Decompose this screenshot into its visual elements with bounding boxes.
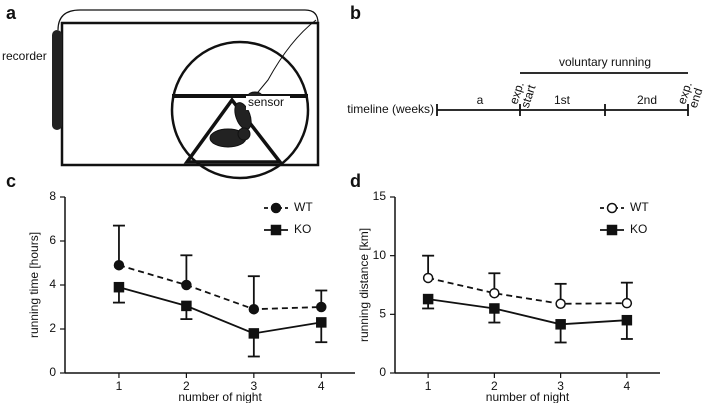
timeline-drawing [436,72,689,116]
y-tick-label: 0 [49,365,56,379]
marker [316,317,327,328]
setup-drawing [57,9,320,180]
sensor-label: sensor [248,95,284,109]
marker [489,303,500,314]
x-axis-label: number of night [178,390,262,403]
marker [113,281,125,293]
marker [113,259,125,271]
y-tick-label: 4 [49,277,56,291]
series-line [427,277,627,305]
legend-label: KO [294,222,311,236]
phase-label: a [477,93,484,107]
series-line [427,298,627,326]
marker [621,297,633,309]
x-tick-label: 4 [624,379,631,393]
y-tick-label: 2 [49,321,56,335]
recorder-label: recorder [2,49,47,63]
x-tick-label: 3 [250,379,257,393]
x-tick-label: 1 [425,379,432,393]
marker-text: exp. [675,80,695,106]
marker [621,314,633,326]
x-tick-label: 2 [491,379,498,393]
marker [422,272,434,284]
series-line [118,286,322,335]
marker-text: end [686,86,706,109]
end-marker: exp. end [675,80,706,110]
marker [181,279,192,291]
legend-label: WT [294,200,313,214]
y-tick-label: 10 [373,248,387,262]
start-marker: exp. start [507,80,539,110]
y-tick-label: 15 [373,189,387,203]
legend-marker [270,224,282,236]
legend-label: WT [630,200,649,214]
recorder-device [52,30,62,130]
panel-label: a [6,3,17,23]
series-line [118,264,322,311]
panel-label: d [350,171,361,191]
legend-marker [270,202,282,214]
x-tick-label: 1 [116,379,123,393]
y-tick-label: 0 [379,365,386,379]
y-tick-label: 8 [49,189,56,203]
phase-label: 1st [554,93,571,107]
panel-label: b [350,3,361,23]
running-label: voluntary running [559,55,651,69]
legend-marker [606,202,618,214]
marker-text: exp. [507,80,527,106]
marker [181,300,192,312]
legend-label: KO [630,222,647,236]
label-bg [246,96,290,110]
legend-marker [606,224,618,236]
x-axis-label: number of night [486,390,570,403]
y-tick-label: 5 [379,307,386,321]
marker [489,287,500,299]
y-axis-label: running time [hours] [27,232,41,338]
marker [316,301,327,313]
x-tick-label: 2 [183,379,190,393]
marker [555,298,566,310]
x-tick-label: 3 [557,379,564,393]
panel-label: c [6,171,16,191]
marker [248,303,260,315]
y-tick-label: 6 [49,233,56,247]
marker [555,319,566,330]
phase-label: 2nd [637,93,657,107]
x-tick-label: 4 [318,379,325,393]
y-axis-label: running distance [km] [357,228,371,342]
timeline-label: timeline (weeks) [347,102,434,116]
marker [422,293,434,305]
marker [248,328,260,339]
